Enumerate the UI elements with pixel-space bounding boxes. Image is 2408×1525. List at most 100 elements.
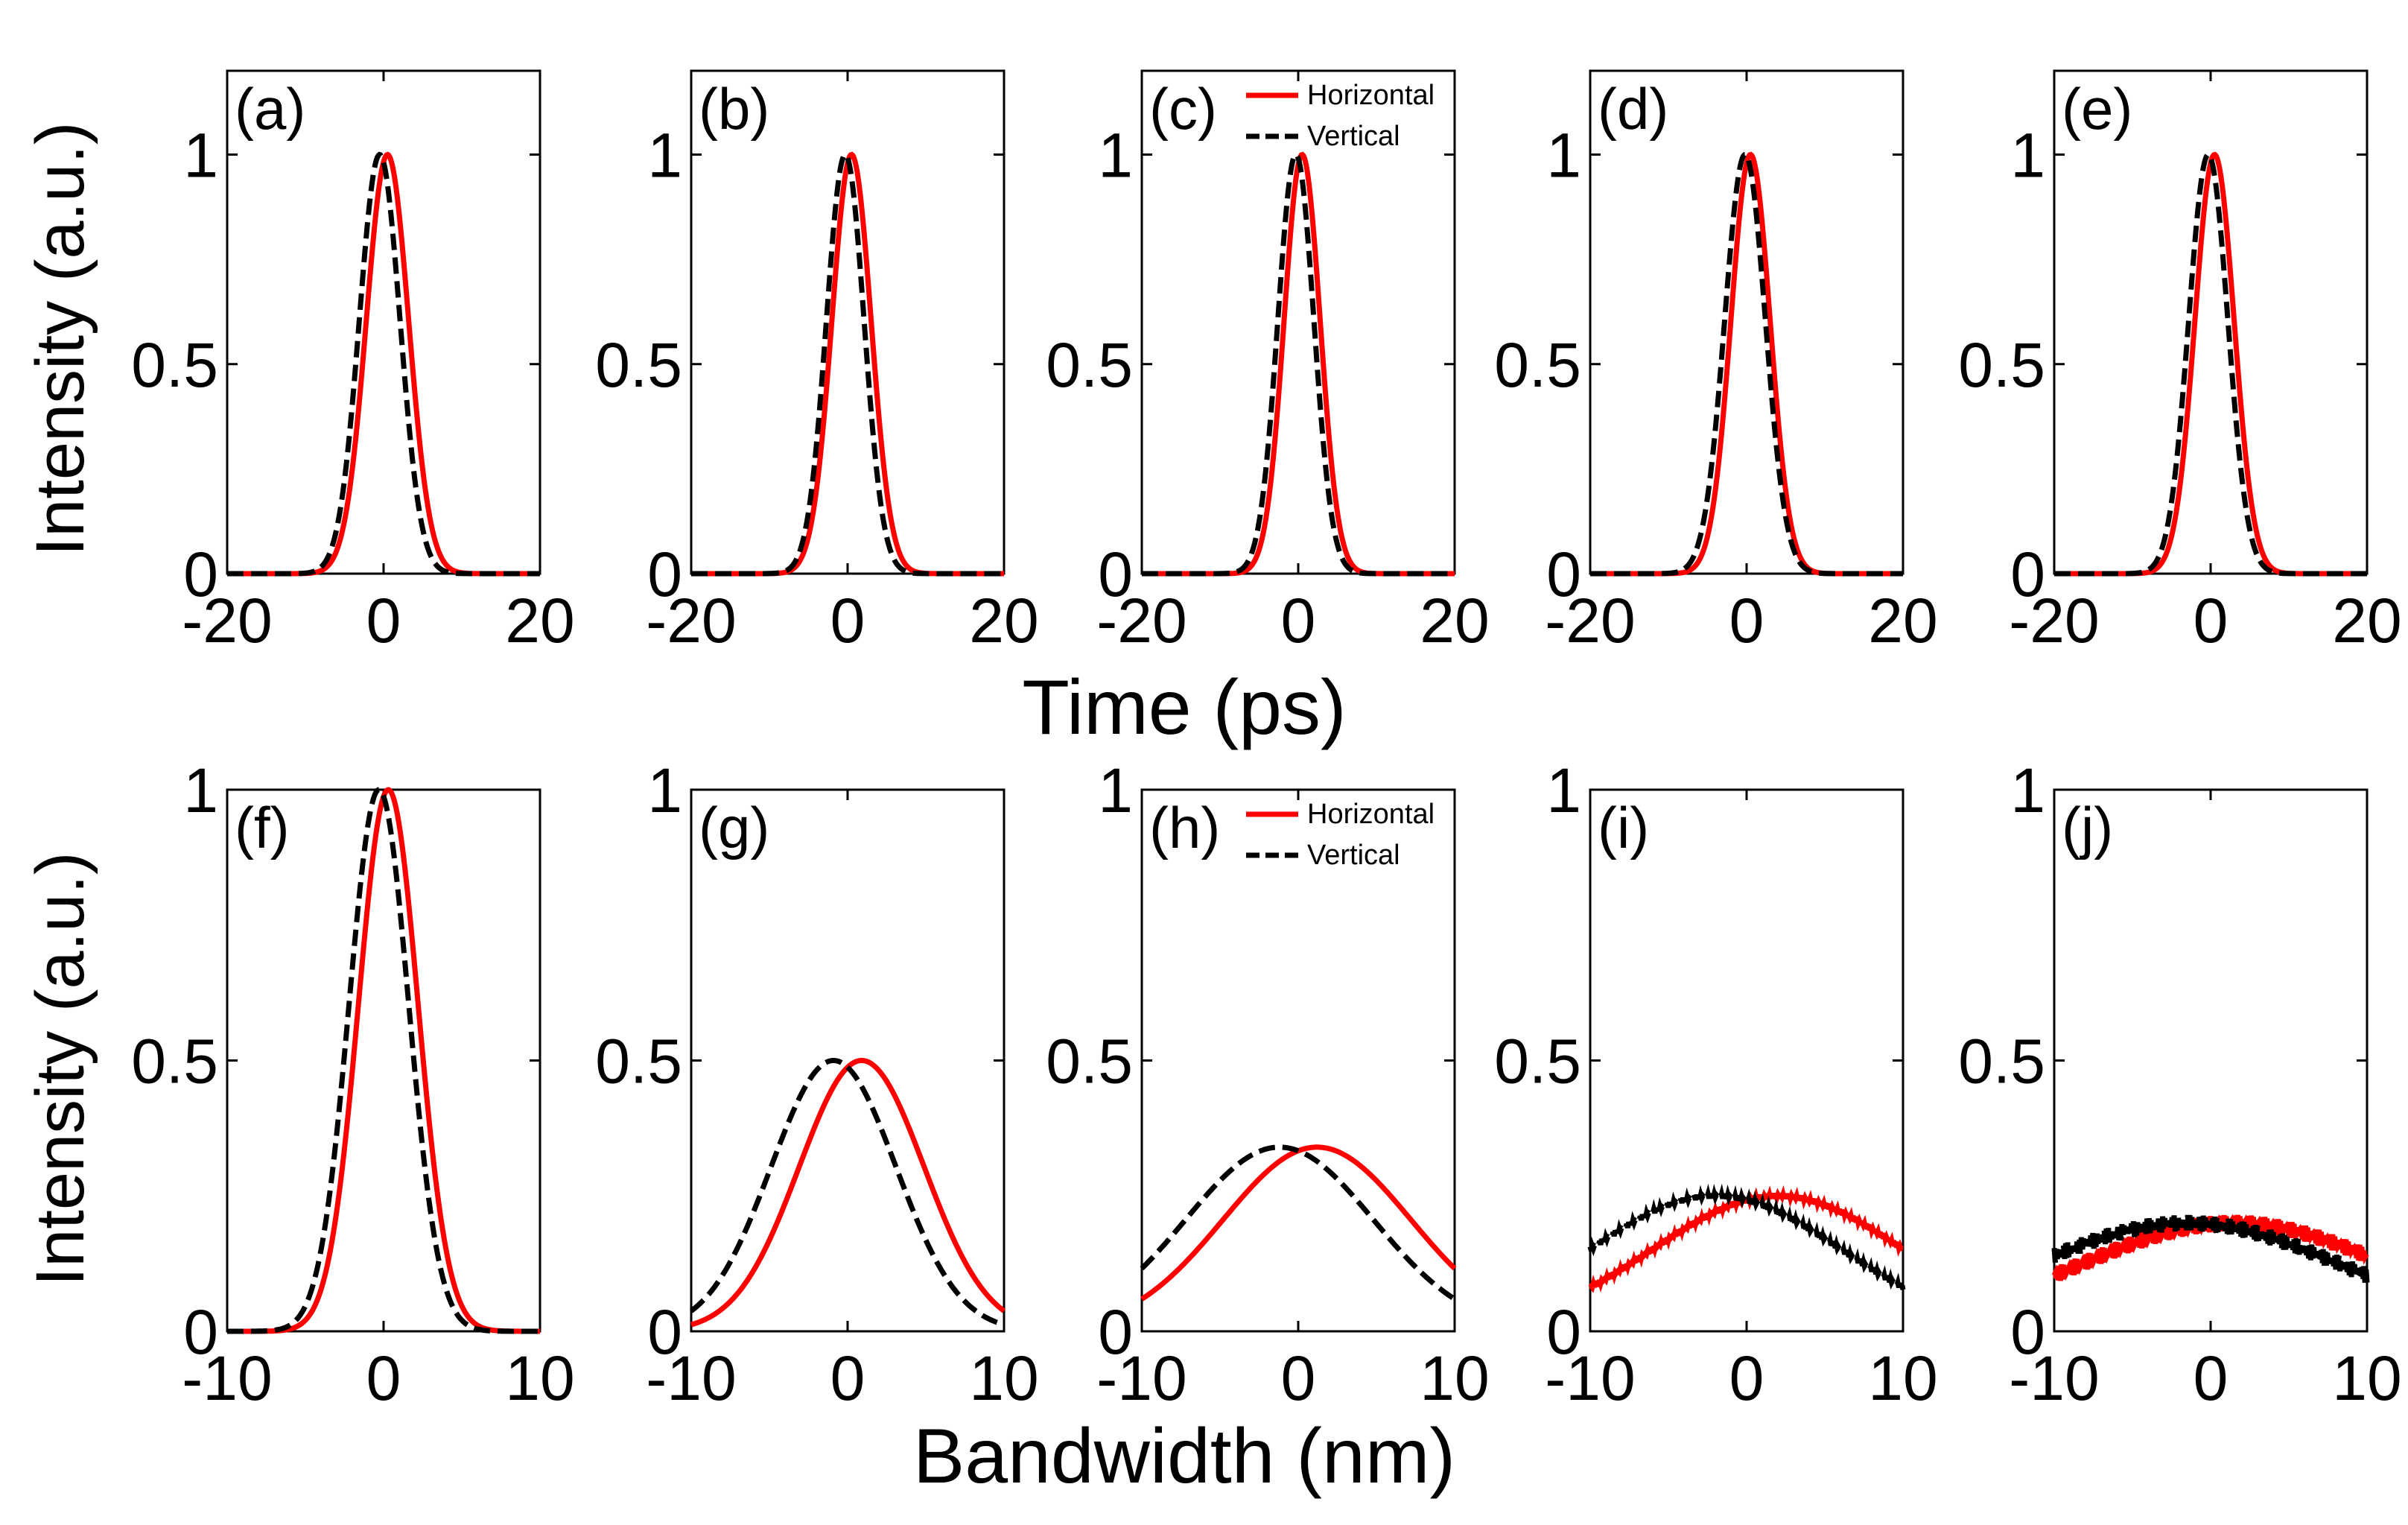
panel-a: 00.51-20 0 20(a): [131, 69, 575, 656]
x-tick-label: -20: [1545, 586, 1635, 656]
x-tick-label: 10: [1420, 1343, 1489, 1413]
y-tick-label: 0: [183, 539, 218, 609]
x-tick-label: 20: [505, 586, 574, 656]
series-horizontal-d: [1590, 151, 1903, 577]
panel-f: 00.51-10 0 10(f): [131, 755, 575, 1413]
x-tick-label: 10: [505, 1343, 574, 1413]
panel-label-e: (e): [2062, 76, 2132, 142]
panel-label-c: (c): [1149, 76, 1217, 142]
x-tick-label: -20: [646, 586, 736, 656]
y-tick-label: 1: [183, 121, 218, 191]
x-tick-label: 10: [969, 1343, 1038, 1413]
x-axis-label-bandwidth: Bandwidth (nm): [913, 1413, 1455, 1500]
y-tick-label: 0.5: [1046, 330, 1133, 400]
y-tick-label: 0: [1098, 539, 1133, 609]
series-vertical-a: [227, 151, 540, 577]
y-tick-label: 1: [1098, 755, 1133, 825]
y-tick-label: 0: [183, 1297, 218, 1367]
plot-frame-f: [226, 788, 541, 1333]
x-tick-label: 20: [2332, 586, 2401, 656]
y-tick-label: 0: [1098, 1297, 1133, 1367]
y-tick-label: 1: [1546, 755, 1581, 825]
y-tick-label: 0.5: [595, 1027, 682, 1097]
plot-frame-h: [1140, 788, 1456, 1333]
plot-frame-i: [1589, 788, 1905, 1333]
y-tick-label: 0.5: [131, 330, 218, 400]
y-tick-label: 1: [2010, 755, 2045, 825]
plot-frame-a: [226, 69, 541, 575]
x-tick-label: -20: [1096, 586, 1186, 656]
x-tick-label: 0: [366, 1343, 401, 1413]
series-vertical-g: [689, 1058, 1005, 1328]
legend-h: Horizontal Vertical: [1246, 799, 1435, 871]
y-tick-label: 0: [647, 1297, 682, 1367]
series-vertical-f: [227, 787, 540, 1334]
series-vertical-i: [1587, 1183, 1906, 1294]
series-vertical-e: [2054, 151, 2367, 577]
y-tick-label: 0: [1546, 1297, 1581, 1367]
panel-g: 00.51-10 0 10(g): [595, 755, 1039, 1413]
panel-label-b: (b): [699, 76, 769, 142]
x-tick-label: -20: [182, 586, 272, 656]
panel-label-g: (g): [699, 795, 769, 860]
x-tick-label: 0: [830, 1343, 865, 1413]
panel-label-f: (f): [235, 795, 290, 860]
y-tick-label: 0.5: [1494, 330, 1581, 400]
x-tick-label: -20: [2009, 586, 2099, 656]
y-tick-label: 1: [1098, 121, 1133, 191]
series-horizontal-h: [1140, 1144, 1457, 1302]
plot-frame-b: [690, 69, 1006, 575]
series-horizontal-f: [227, 787, 540, 1334]
y-tick-label: 0.5: [595, 330, 682, 400]
panel-j: 00.51-10 0 10(j): [1958, 755, 2402, 1413]
x-tick-label: 0: [1729, 586, 1764, 656]
x-tick-label: -10: [646, 1343, 736, 1413]
x-tick-label: 10: [2332, 1343, 2401, 1413]
x-tick-label: 0: [366, 586, 401, 656]
x-tick-label: -10: [1545, 1343, 1635, 1413]
panel-label-j: (j): [2062, 795, 2113, 860]
legend-c: Horizontal Vertical: [1246, 80, 1435, 152]
series-horizontal-c: [1142, 151, 1455, 577]
panel-e: 00.51-20 0 20(e): [1958, 69, 2402, 656]
panel-label-h: (h): [1149, 795, 1220, 860]
series-vertical-c: [1142, 151, 1455, 577]
series-vertical-d: [1590, 152, 1903, 577]
panel-label-a: (a): [235, 76, 305, 142]
series-vertical-h: [1140, 1144, 1456, 1302]
legend-label-vertical: Vertical: [1307, 121, 1400, 152]
y-tick-label: 0: [2010, 1297, 2045, 1367]
panel-label-d: (d): [1598, 76, 1668, 142]
y-tick-label: 0.5: [131, 1027, 218, 1097]
x-tick-label: 0: [1281, 586, 1316, 656]
y-tick-label: 1: [2010, 121, 2045, 191]
x-tick-label: 20: [1420, 586, 1489, 656]
series-horizontal-a: [227, 151, 540, 577]
x-tick-label: 0: [830, 586, 865, 656]
x-tick-label: 0: [1281, 1343, 1316, 1413]
y-tick-label: 0.5: [1958, 330, 2045, 400]
legend-label-horizontal: Horizontal: [1307, 799, 1435, 830]
x-tick-label: -10: [182, 1343, 272, 1413]
x-tick-label: -10: [1096, 1343, 1186, 1413]
series-vertical-b: [691, 151, 1004, 577]
y-tick-label: 0: [1546, 539, 1581, 609]
x-tick-label: -10: [2009, 1343, 2099, 1413]
x-tick-label: 20: [1868, 586, 1937, 656]
series-horizontal-e: [2054, 151, 2367, 577]
x-tick-label: 20: [969, 586, 1038, 656]
plot-frame-e: [2053, 69, 2369, 575]
y-axis-label-top: Intensity (a.u.): [22, 122, 98, 557]
y-tick-label: 1: [1546, 121, 1581, 191]
x-tick-label: 0: [2193, 1343, 2228, 1413]
x-axis-label-time: Time (ps): [1022, 665, 1346, 751]
y-tick-label: 0.5: [1958, 1027, 2045, 1097]
y-tick-label: 1: [183, 755, 218, 825]
legend-label-vertical: Vertical: [1307, 840, 1400, 871]
plot-frame-c: [1140, 69, 1456, 575]
y-tick-label: 0.5: [1046, 1027, 1133, 1097]
panel-i: 00.51-10 0 10(i): [1494, 755, 1938, 1413]
